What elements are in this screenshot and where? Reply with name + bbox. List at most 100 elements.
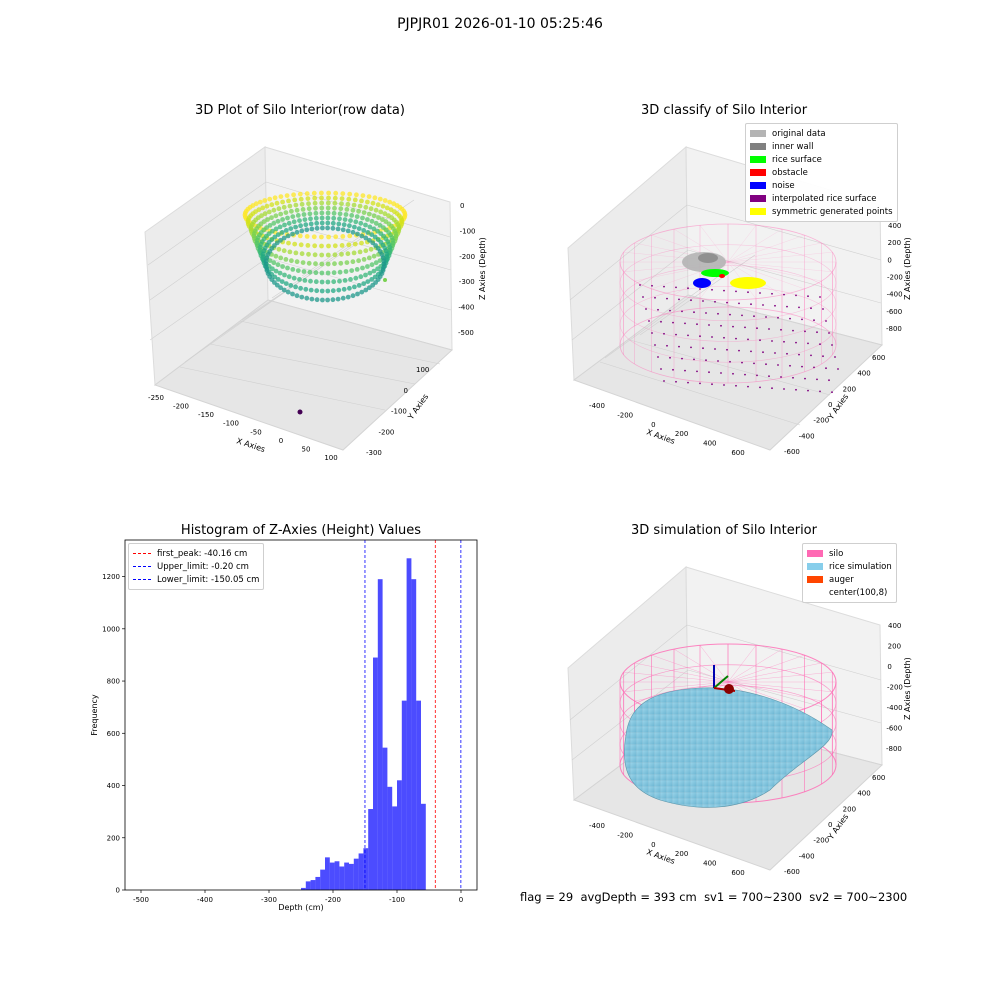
x-tick-label: -500 xyxy=(133,896,149,904)
sv1-value: sv1 = 700~2300 xyxy=(704,890,802,904)
point xyxy=(275,262,281,268)
point xyxy=(280,217,285,222)
point xyxy=(337,278,342,284)
interpolated-point xyxy=(750,303,752,306)
status-line: flag = 29 avgDepth = 393 cm sv1 = 700~23… xyxy=(520,890,907,904)
interpolated-point xyxy=(780,376,782,378)
point xyxy=(345,294,351,300)
legend-swatch xyxy=(750,156,766,163)
point xyxy=(377,258,383,263)
histogram-bar xyxy=(401,700,407,890)
point xyxy=(366,211,372,217)
x-tick-label: -300 xyxy=(261,896,277,904)
interpolated-point xyxy=(735,290,737,293)
point xyxy=(319,234,324,240)
point xyxy=(313,270,319,276)
point xyxy=(282,222,287,228)
point xyxy=(275,232,281,238)
tick-label: -400 xyxy=(589,402,605,410)
point xyxy=(346,196,352,202)
interpolated-point xyxy=(762,304,764,306)
interpolated-point xyxy=(678,345,680,348)
interpolated-point xyxy=(711,383,713,386)
interpolated-point xyxy=(795,294,797,297)
silo-roof-spoke xyxy=(727,228,783,263)
interpolated-point xyxy=(690,299,692,302)
point xyxy=(363,222,368,228)
point xyxy=(365,199,370,205)
interpolated-point xyxy=(777,364,779,366)
silo-roof-spoke xyxy=(727,252,833,263)
interpolated-point xyxy=(789,317,791,320)
point xyxy=(325,270,331,276)
point xyxy=(363,204,369,210)
point xyxy=(330,225,336,231)
point xyxy=(336,221,342,227)
point xyxy=(371,213,377,219)
interpolated-point xyxy=(783,388,785,390)
interpolated-point xyxy=(696,370,698,373)
legend-swatch xyxy=(750,208,766,215)
point xyxy=(366,255,372,261)
point xyxy=(352,284,357,290)
point xyxy=(319,279,325,285)
legend-swatch xyxy=(750,143,766,150)
point xyxy=(370,282,376,288)
point xyxy=(260,205,266,211)
point xyxy=(341,286,347,292)
point xyxy=(365,264,370,269)
point xyxy=(288,283,294,288)
interpolated-point xyxy=(774,304,776,307)
point xyxy=(325,261,331,267)
point xyxy=(281,204,287,210)
point xyxy=(363,272,368,278)
z-tick-labels: 400 200 0 -200 -400 -600 -800 xyxy=(886,622,903,753)
point xyxy=(352,197,358,203)
silo-roof-spoke xyxy=(727,261,822,282)
silo-roof-spoke xyxy=(727,648,783,683)
histogram-bar xyxy=(421,803,426,890)
point xyxy=(325,288,331,294)
point xyxy=(340,234,346,239)
tick-label: 0 xyxy=(460,202,464,210)
point xyxy=(294,207,300,213)
point xyxy=(319,288,325,294)
point xyxy=(361,281,367,286)
point xyxy=(383,278,387,282)
point xyxy=(333,190,339,196)
interpolated-point xyxy=(741,314,743,317)
point xyxy=(355,291,360,297)
silo-roof-spoke xyxy=(673,648,729,683)
point xyxy=(330,220,336,226)
point xyxy=(308,278,313,284)
legend-entry: auger xyxy=(807,573,892,586)
point xyxy=(367,237,372,243)
x-tick-label: -400 xyxy=(197,896,213,904)
legend-label: Upper_limit: -0.20 cm xyxy=(157,561,249,572)
point xyxy=(276,206,282,212)
point xyxy=(377,196,383,202)
interpolated-point xyxy=(651,332,653,334)
point xyxy=(299,201,305,207)
legend-label: Lower_limit: -150.05 cm xyxy=(157,574,260,585)
point xyxy=(382,211,388,217)
point xyxy=(331,279,337,285)
point xyxy=(332,252,338,258)
point xyxy=(369,218,375,224)
silo-roof-spoke xyxy=(727,645,757,683)
point xyxy=(356,283,362,288)
interpolated-point xyxy=(750,350,752,353)
point xyxy=(396,224,402,230)
histogram-bar xyxy=(358,853,364,890)
legend-entry: noise xyxy=(750,179,893,192)
histogram-bar xyxy=(377,579,383,890)
point xyxy=(297,233,303,239)
point xyxy=(357,203,363,209)
point xyxy=(325,210,331,216)
point xyxy=(273,226,279,232)
legend-entry: interpolated rice surface xyxy=(750,192,893,205)
interpolated-point xyxy=(663,332,665,335)
point xyxy=(325,279,331,285)
histogram-bar xyxy=(320,869,325,890)
noise-cluster xyxy=(693,278,711,288)
